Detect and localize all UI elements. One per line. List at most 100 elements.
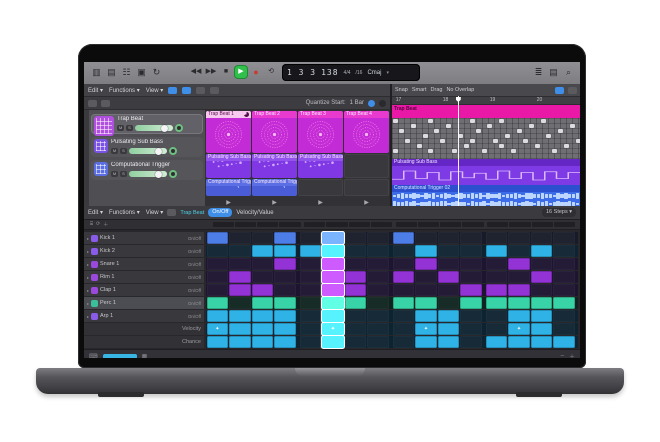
loop-cell[interactable]: Pulsating Sub Bass 02 — [252, 154, 297, 178]
disclosure-triangle-icon[interactable]: ▸ — [87, 300, 90, 306]
step-cell[interactable] — [229, 258, 251, 270]
step-cell[interactable] — [274, 323, 296, 335]
disclosure-triangle-icon[interactable]: ▸ — [87, 248, 90, 254]
sequencer-row-header[interactable]: ▸ Perc 1 On/Off — [84, 297, 204, 309]
step-cell[interactable] — [530, 336, 553, 348]
volume-slider[interactable] — [129, 147, 167, 155]
step-cell[interactable] — [460, 323, 482, 335]
record-button[interactable]: ● — [253, 67, 259, 77]
pattern-scrollbar[interactable] — [102, 353, 137, 358]
menu-edit[interactable]: Edit ▾ — [88, 87, 104, 94]
step-cell[interactable] — [553, 336, 575, 348]
step-cell[interactable] — [229, 271, 251, 283]
seq-menu-edit[interactable]: Edit ▾ — [88, 210, 104, 216]
step-cell[interactable] — [322, 284, 344, 296]
pan-knob[interactable] — [175, 124, 183, 132]
step-cell[interactable] — [367, 310, 389, 322]
step-cell[interactable] — [206, 336, 229, 348]
step-ruler-chip[interactable] — [348, 222, 370, 227]
cell-record-icon[interactable] — [101, 99, 110, 107]
step-cell[interactable] — [367, 297, 389, 309]
loop-cell-empty[interactable] — [344, 179, 389, 196]
step-cell[interactable] — [415, 271, 437, 283]
scene-trigger-button[interactable]: ▶ — [318, 199, 323, 206]
step-cell[interactable] — [274, 245, 296, 257]
catch-playhead-icon[interactable] — [555, 86, 564, 94]
forward-button[interactable]: ▶▶ — [205, 68, 217, 75]
step-cell[interactable] — [367, 271, 389, 283]
step-cell[interactable] — [393, 336, 415, 348]
disclosure-triangle-icon[interactable]: ▸ — [87, 274, 90, 280]
midi-region-trap-beat[interactable]: Trap Beat — [392, 105, 580, 118]
step-cell[interactable] — [530, 245, 553, 257]
step-cell[interactable] — [207, 245, 229, 257]
step-cell[interactable] — [553, 258, 575, 270]
step-cell[interactable] — [530, 271, 553, 283]
step-cell[interactable] — [508, 271, 530, 283]
step-cell[interactable] — [367, 323, 389, 335]
step-cell[interactable] — [486, 271, 508, 283]
sequencer-row-header[interactable]: Chance — [84, 336, 204, 348]
step-cell[interactable] — [438, 232, 460, 244]
step-cell[interactable] — [229, 284, 251, 296]
step-cell[interactable] — [252, 258, 274, 270]
grid-settings-button[interactable] — [379, 99, 386, 107]
step-cell[interactable] — [322, 245, 344, 257]
sequencer-row-header[interactable]: ▸ Clap 1 On/Off — [84, 284, 204, 296]
step-cell[interactable] — [345, 232, 367, 244]
step-cell[interactable] — [393, 284, 415, 296]
step-cell[interactable] — [206, 297, 229, 309]
list-editors-icon[interactable]: ≣ — [534, 67, 543, 77]
solo-button[interactable]: S — [120, 171, 127, 177]
drag-value[interactable]: No Overlap — [446, 87, 475, 93]
step-ruler-chip[interactable] — [462, 222, 484, 227]
snap-value[interactable]: Smart — [411, 87, 427, 93]
step-cell[interactable] — [485, 297, 508, 309]
browsers-icon[interactable]: ⌕ — [565, 67, 572, 77]
step-cell[interactable] — [508, 232, 530, 244]
step-cell[interactable] — [530, 323, 553, 335]
step-cell[interactable] — [251, 336, 274, 348]
step-ruler-chip[interactable] — [417, 222, 439, 227]
step-cell[interactable] — [344, 271, 367, 283]
step-cell[interactable] — [460, 310, 482, 322]
step-cell[interactable] — [322, 271, 344, 283]
step-cell[interactable] — [274, 271, 296, 283]
solo-button[interactable]: S — [120, 148, 127, 154]
loop-cell[interactable]: Trap Beat 1 — [206, 111, 251, 153]
mute-button[interactable]: M — [117, 125, 124, 131]
stop-button[interactable]: ■ — [223, 68, 229, 75]
step-cell[interactable] — [438, 245, 460, 257]
step-cell[interactable] — [438, 297, 460, 309]
step-cell[interactable] — [367, 258, 389, 270]
step-cell[interactable] — [393, 323, 415, 335]
step-cell[interactable] — [322, 297, 344, 309]
menu-view[interactable]: View ▾ — [145, 87, 164, 94]
step-cell[interactable] — [393, 258, 415, 270]
step-cell[interactable] — [508, 297, 530, 309]
disclosure-triangle-icon[interactable]: ▸ — [87, 261, 90, 267]
step-cell[interactable] — [252, 232, 274, 244]
pencil-tool-icon[interactable] — [196, 86, 206, 94]
loop-cell[interactable]: Trap Beat 2 — [252, 111, 297, 153]
lcd-display[interactable]: 1 3 3 138 4/4 /16 Cmaj ▾ — [282, 64, 420, 81]
step-cell[interactable] — [438, 258, 460, 270]
step-cell[interactable] — [274, 284, 296, 296]
step-cell[interactable]: ✦ — [206, 323, 229, 335]
grid-zoom-icon[interactable]: ▦ — [141, 353, 148, 359]
disclosure-triangle-icon[interactable]: ▸ — [87, 287, 90, 293]
tracks-toggle-icon[interactable] — [182, 86, 192, 94]
step-cell[interactable] — [460, 232, 482, 244]
cell-edit-icon[interactable] — [88, 99, 97, 107]
mute-button[interactable]: M — [111, 148, 118, 154]
step-ruler-chip[interactable] — [487, 222, 509, 227]
volume-slider[interactable] — [129, 170, 167, 178]
step-cell[interactable] — [229, 297, 251, 309]
pattern-length-dropdown[interactable]: 16 Steps ▾ — [542, 208, 576, 217]
step-cell[interactable] — [553, 297, 575, 309]
step-cell[interactable] — [300, 258, 322, 270]
step-cell[interactable] — [531, 284, 553, 296]
step-cell[interactable] — [229, 323, 251, 335]
step-cell[interactable] — [251, 245, 274, 257]
step-cell[interactable] — [251, 310, 274, 322]
